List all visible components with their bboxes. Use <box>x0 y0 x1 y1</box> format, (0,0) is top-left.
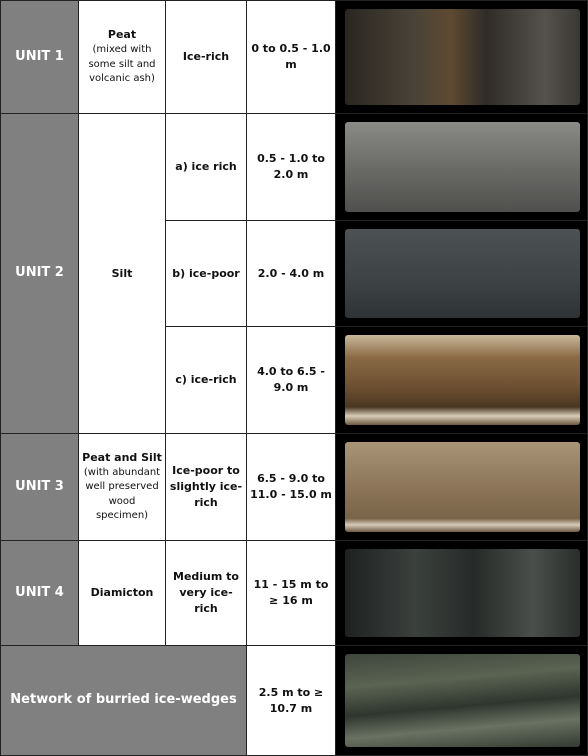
material-cell: Diamicton <box>78 540 166 646</box>
unit-label: UNIT 3 <box>15 478 64 494</box>
depth: 2.5 m to ≥ 10.7 m <box>258 685 324 715</box>
depth: 6.5 - 9.0 to 11.0 - 15.0 m <box>250 472 332 501</box>
core-photo <box>345 335 580 425</box>
unit-cell: UNIT 1 <box>0 0 79 114</box>
depth-cell: 6.5 - 9.0 to 11.0 - 15.0 m <box>246 433 336 541</box>
ice-content: Ice-rich <box>182 50 230 64</box>
depth: 11 - 15 m to ≥ 16 m <box>253 578 329 607</box>
unit-cell: UNIT 2 <box>0 113 79 434</box>
photo-cell <box>335 433 588 541</box>
material: Peat <box>107 28 137 42</box>
photo-cell <box>335 0 588 114</box>
core-photo <box>345 442 580 532</box>
depth-cell: 0 to 0.5 - 1.0 m <box>246 0 336 114</box>
photo-cell <box>335 220 588 327</box>
depth: 2.0 - 4.0 m <box>257 266 325 280</box>
material-cell: Silt <box>78 113 166 434</box>
ice-cell: Medium to very ice-rich <box>165 540 247 646</box>
ice-content: Ice-poor to slightly ice-rich <box>169 464 243 509</box>
core-photo <box>345 229 580 318</box>
depth-cell: 2.0 - 4.0 m <box>246 220 336 327</box>
ice-content: c) ice-rich <box>175 373 237 387</box>
ice-content: b) ice-poor <box>172 266 240 280</box>
ice-cell: Ice-poor to slightly ice-rich <box>165 433 247 541</box>
unit-label: UNIT 4 <box>15 584 64 600</box>
depth-cell: 11 - 15 m to ≥ 16 m <box>246 540 336 646</box>
depth: 4.0 to 6.5 - 9.0 m <box>257 365 325 394</box>
unit-cell: UNIT 4 <box>0 540 79 646</box>
ice-cell: Ice-rich <box>165 0 247 114</box>
material-cell: Peat (mixed with some silt and volcanic a… <box>78 0 166 114</box>
photo-cell <box>335 645 588 756</box>
ice-cell: b) ice-poor <box>165 220 247 327</box>
depth-cell: 0.5 - 1.0 to 2.0 m <box>246 113 336 221</box>
material-cell: Peat and Silt (with abundant well preserv… <box>78 433 166 541</box>
core-photo <box>345 122 580 212</box>
material-note: (with abundant well preserved wood speci… <box>83 466 161 522</box>
ice-content: Medium to very ice-rich <box>173 570 239 615</box>
depth: 0 to 0.5 - 1.0 m <box>251 42 331 71</box>
unit-label: UNIT 2 <box>15 265 64 281</box>
depth: 0.5 - 1.0 to 2.0 m <box>257 152 325 181</box>
ice-cell: c) ice-rich <box>165 326 247 434</box>
material: Peat and Silt <box>82 451 162 465</box>
photo-cell <box>335 113 588 221</box>
depth-cell: 4.0 to 6.5 - 9.0 m <box>246 326 336 434</box>
photo-cell <box>335 540 588 646</box>
material: Diamicton <box>90 586 154 600</box>
core-photo <box>345 654 580 747</box>
wedge-label: Network of burried ice-wedges <box>10 692 237 708</box>
ice-content: a) ice rich <box>175 160 237 174</box>
ice-cell: a) ice rich <box>165 113 247 221</box>
core-photo <box>345 9 580 105</box>
unit-label: UNIT 1 <box>15 48 64 64</box>
photo-cell <box>335 326 588 434</box>
depth-cell: 2.5 m to ≥ 10.7 m <box>246 645 336 756</box>
wedge-label-cell: Network of burried ice-wedges <box>0 645 247 756</box>
material-note: (mixed with some silt and volcanic ash) <box>88 44 156 85</box>
material: Silt <box>111 266 133 280</box>
unit-cell: UNIT 3 <box>0 433 79 541</box>
core-photo <box>345 549 580 637</box>
